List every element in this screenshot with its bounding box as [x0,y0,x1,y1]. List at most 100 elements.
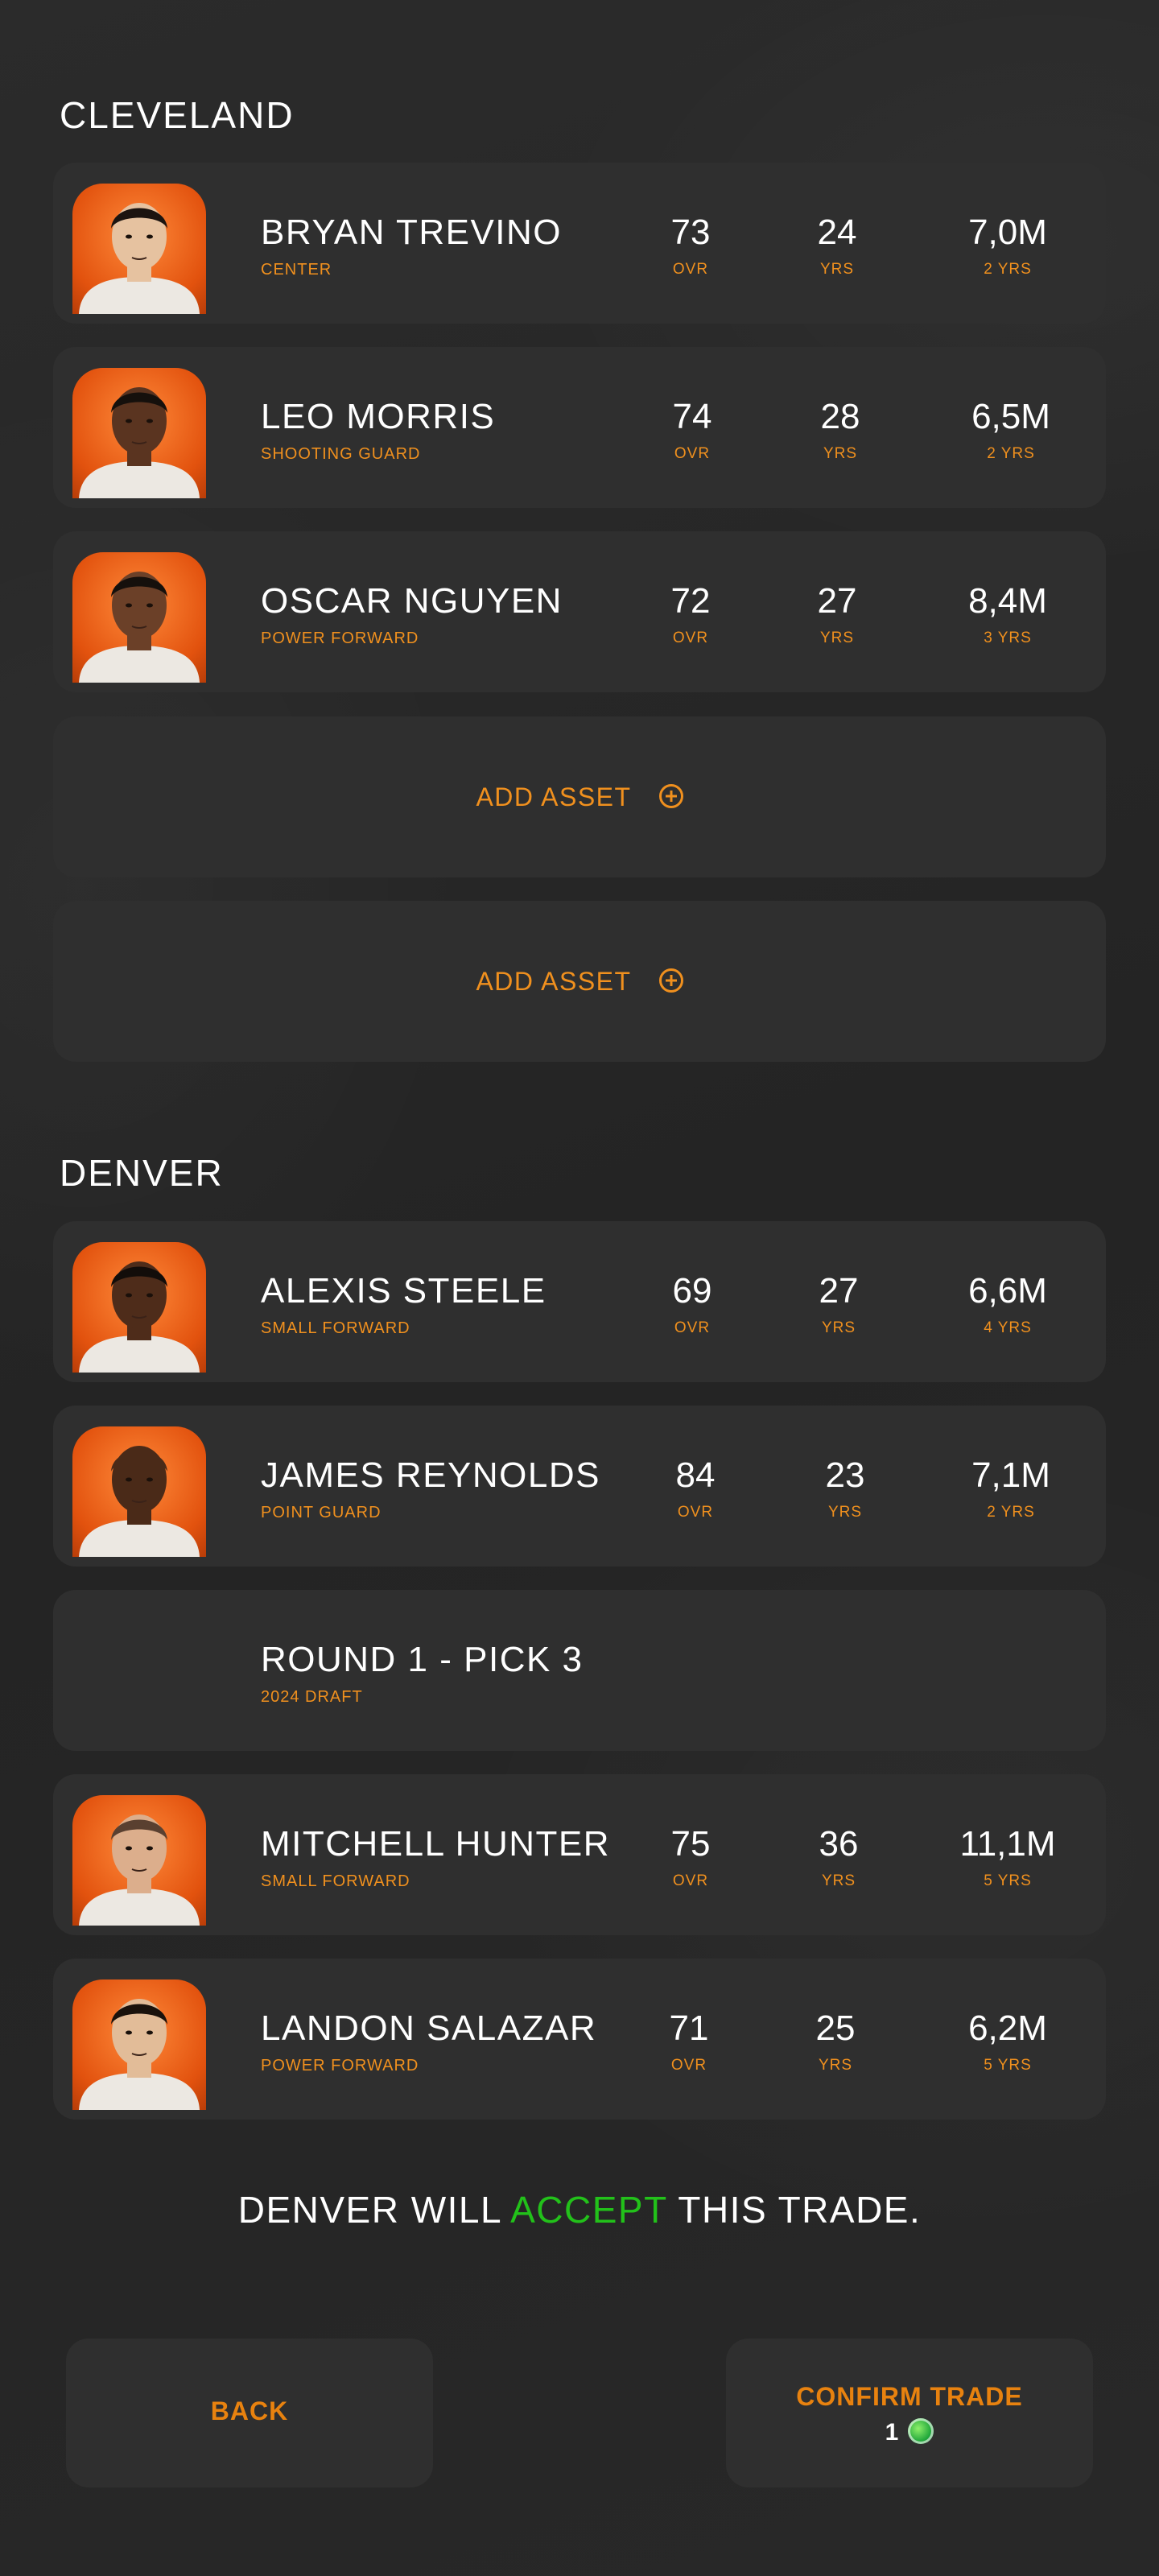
ovr-label: OVR [677,1504,714,1521]
salary-stat: 6,6M 4 YRS [943,1271,1072,1337]
face-illustration [79,1446,200,1557]
salary-stat: 7,1M 2 YRS [947,1455,1075,1521]
contract-length: 5 YRS [984,1872,1032,1889]
player-position: SHOOTING GUARD [261,445,421,463]
player-portrait [72,1242,206,1373]
salary-value: 11,1M [959,1824,1056,1864]
age-label: YRS [819,630,855,646]
plus-circle-icon [658,968,683,993]
ovr-value: 84 [675,1455,716,1495]
age-label: YRS [823,445,858,462]
age-value: 27 [819,1271,859,1311]
ovr-value: 74 [672,397,712,436]
age-stat: 27 YRS [774,1271,903,1337]
player-portrait [72,552,206,683]
ovr-value: 75 [670,1824,711,1864]
add-asset-button[interactable]: ADD ASSET [53,901,1106,1062]
player-portrait [72,1979,206,2110]
salary-value: 6,2M [968,2008,1047,2048]
ovr-label: OVR [674,445,711,462]
player-position: POWER FORWARD [261,2057,419,2074]
ovr-label: OVR [674,1319,711,1336]
player-card[interactable]: LANDON SALAZAR POWER FORWARD 71 OVR 25 YRS… [53,1959,1106,2120]
contract-length: 5 YRS [984,2057,1032,2074]
age-stat: 25 YRS [771,2008,900,2074]
salary-stat: 8,4M 3 YRS [943,581,1072,647]
player-name: ALEXIS STEELE [261,1271,547,1311]
age-value: 24 [817,213,857,252]
plus-circle-icon [658,783,683,808]
cost-value: 1 [885,2419,899,2446]
age-stat: 36 YRS [774,1824,903,1890]
age-stat: 24 YRS [773,213,901,279]
draft-year: 2024 DRAFT [261,1688,363,1706]
salary-stat: 6,5M 2 YRS [947,397,1075,463]
ovr-label: OVR [670,2057,707,2074]
salary-value: 6,5M [971,397,1050,436]
ovr-stat: 69 OVR [628,1271,757,1337]
player-position: SMALL FORWARD [261,1319,410,1337]
add-asset-row: ADD ASSET [53,967,1106,997]
contract-length: 2 YRS [987,1504,1035,1521]
age-value: 25 [815,2008,856,2048]
contract-length: 2 YRS [984,261,1032,278]
player-position: POINT GUARD [261,1504,382,1521]
ovr-label: OVR [672,630,709,646]
salary-value: 8,4M [968,581,1047,621]
age-value: 27 [817,581,857,621]
ovr-stat: 84 OVR [631,1455,760,1521]
face-illustration [79,1814,200,1926]
player-card[interactable]: OSCAR NGUYEN POWER FORWARD 72 OVR 27 YRS 8… [53,531,1106,692]
verdict-accept: ACCEPT [510,2189,667,2231]
age-value: 23 [825,1455,865,1495]
add-asset-button[interactable]: ADD ASSET [53,716,1106,877]
confirm-trade-label: CONFIRM TRADE [796,2382,1023,2411]
ovr-stat: 75 OVR [626,1824,755,1890]
salary-stat: 11,1M 5 YRS [943,1824,1072,1890]
player-card[interactable]: BRYAN TREVINO CENTER 73 OVR 24 YRS 7,0M 2 Y… [53,163,1106,324]
green-coin-icon [908,2418,934,2445]
ovr-value: 69 [672,1271,712,1311]
player-portrait [72,1795,206,1926]
trade-verdict: DENVER WILL ACCEPT THIS TRADE. [0,2188,1159,2231]
add-asset-label: ADD ASSET [476,782,632,811]
age-label: YRS [818,2057,853,2074]
age-label: YRS [821,1319,856,1336]
contract-length: 3 YRS [984,630,1032,646]
back-button[interactable]: BACK [66,2339,433,2487]
player-portrait [72,184,206,314]
salary-value: 6,6M [968,1271,1047,1311]
ovr-stat: 73 OVR [626,213,755,279]
confirm-trade-button[interactable]: CONFIRM TRADE 1 [726,2339,1093,2487]
player-name: OSCAR NGUYEN [261,581,563,621]
back-button-label: BACK [210,2396,289,2425]
face-illustration [79,572,200,683]
ovr-stat: 74 OVR [628,397,757,463]
age-stat: 28 YRS [776,397,905,463]
ovr-value: 71 [669,2008,709,2048]
verdict-prefix: DENVER WILL [237,2189,511,2231]
contract-length: 4 YRS [984,1319,1032,1336]
ovr-stat: 71 OVR [625,2008,753,2074]
salary-stat: 7,0M 2 YRS [943,213,1072,279]
age-stat: 27 YRS [773,581,901,647]
age-label: YRS [827,1504,863,1521]
draft-pick-card[interactable]: ROUND 1 - PICK 3 2024 DRAFT [53,1590,1106,1751]
player-name: BRYAN TREVINO [261,213,563,252]
player-card[interactable]: LEO MORRIS SHOOTING GUARD 74 OVR 28 YRS 6,… [53,347,1106,508]
player-position: POWER FORWARD [261,630,419,647]
player-card[interactable]: MITCHELL HUNTER SMALL FORWARD 75 OVR 36 YR… [53,1774,1106,1935]
ovr-stat: 72 OVR [626,581,755,647]
face-illustration [79,203,200,314]
player-name: MITCHELL HUNTER [261,1824,611,1864]
team-title-denver: DENVER [60,1152,224,1194]
player-card[interactable]: JAMES REYNOLDS POINT GUARD 84 OVR 23 YRS 7… [53,1406,1106,1567]
salary-value: 7,1M [971,1455,1050,1495]
player-card[interactable]: ALEXIS STEELE SMALL FORWARD 69 OVR 27 YRS … [53,1221,1106,1382]
player-name: LANDON SALAZAR [261,2008,597,2048]
draft-pick-title: ROUND 1 - PICK 3 [261,1640,584,1679]
player-name: LEO MORRIS [261,397,496,436]
add-asset-row: ADD ASSET [53,782,1106,812]
ovr-value: 73 [670,213,711,252]
player-portrait [72,1426,206,1557]
